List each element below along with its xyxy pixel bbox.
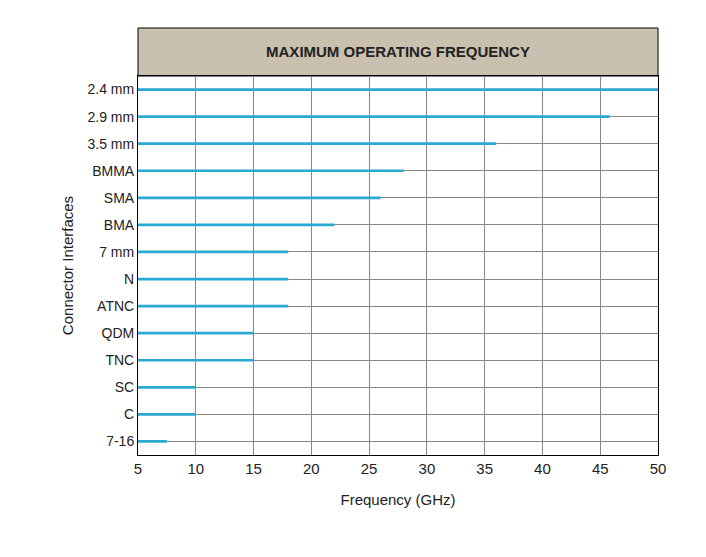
svg-text:3.5 mm: 3.5 mm [88,136,135,152]
svg-text:50: 50 [650,460,667,477]
svg-text:45: 45 [592,460,609,477]
svg-text:MAXIMUM OPERATING FREQUENCY: MAXIMUM OPERATING FREQUENCY [266,43,530,60]
svg-text:10: 10 [187,460,204,477]
svg-text:2.9 mm: 2.9 mm [88,109,135,125]
svg-text:C: C [124,406,134,422]
svg-text:7-16: 7-16 [106,433,134,449]
svg-text:SMA: SMA [104,190,135,206]
svg-text:7 mm: 7 mm [99,244,134,260]
svg-text:5: 5 [134,460,142,477]
svg-text:15: 15 [245,460,262,477]
svg-text:Connector Interfaces: Connector Interfaces [59,196,76,335]
svg-text:35: 35 [476,460,493,477]
svg-text:25: 25 [361,460,378,477]
svg-text:Frequency (GHz): Frequency (GHz) [340,491,455,508]
svg-text:ATNC: ATNC [97,298,134,314]
svg-text:SC: SC [115,379,134,395]
svg-text:QDM: QDM [102,325,135,341]
svg-text:N: N [124,271,134,287]
svg-text:BMMA: BMMA [92,163,135,179]
svg-text:2.4 mm: 2.4 mm [88,81,135,97]
svg-text:TNC: TNC [105,352,134,368]
svg-text:40: 40 [534,460,551,477]
svg-text:20: 20 [303,460,320,477]
svg-text:30: 30 [419,460,436,477]
svg-text:BMA: BMA [104,217,135,233]
